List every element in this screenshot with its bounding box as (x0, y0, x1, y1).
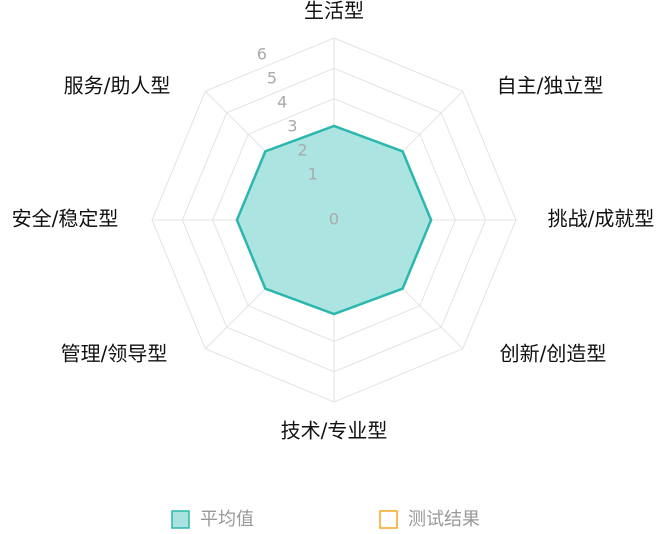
category-label: 自主/独立型 (497, 74, 604, 98)
category-label: 技术/专业型 (281, 419, 388, 443)
r-tick-label: 5 (267, 69, 277, 88)
category-label: 生活型 (304, 0, 364, 23)
legend-swatch (171, 510, 190, 529)
series-area (235, 124, 433, 316)
r-tick-label: 4 (277, 93, 287, 112)
r-tick-label: 2 (298, 141, 308, 160)
r-tick-label: 0 (329, 210, 339, 229)
legend-label: 平均值 (200, 509, 254, 530)
category-label: 管理/领导型 (61, 342, 168, 366)
r-tick-label: 1 (308, 165, 318, 184)
category-label: 创新/创造型 (500, 342, 607, 366)
category-label: 服务/助人型 (64, 74, 171, 98)
r-tick-label: 3 (287, 117, 297, 136)
legend-label: 测试结果 (408, 509, 480, 530)
r-tick-label: 6 (257, 45, 267, 64)
category-label: 挑战/成就型 (548, 207, 655, 231)
category-label: 安全/稳定型 (12, 207, 119, 231)
legend-swatch (379, 510, 398, 529)
